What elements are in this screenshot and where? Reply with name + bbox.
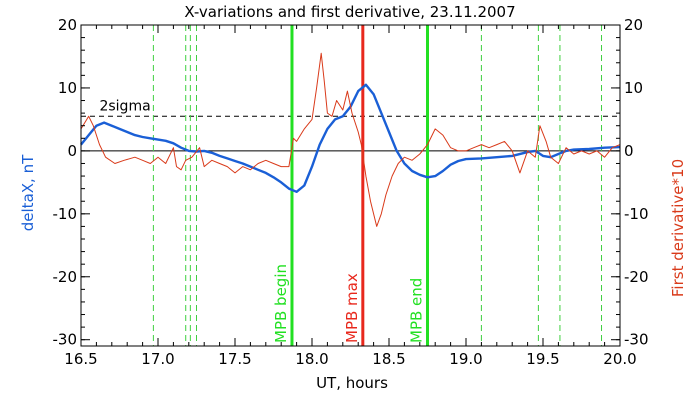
marker-label: MPB max: [343, 273, 361, 343]
x-tick-label: 18.5: [372, 350, 405, 368]
marker-label: MPB end: [408, 278, 426, 343]
x-tick-label: 20.0: [603, 350, 636, 368]
x-tick-label: 19.0: [449, 350, 482, 368]
y-tick-label-right: -30: [624, 331, 649, 349]
x-tick-label: 17.5: [218, 350, 251, 368]
x-tick-label: 17.0: [141, 350, 174, 368]
vertical-markers-layer: MPB begin MPB max MPB end: [152, 25, 603, 346]
y-axis-label-left: deltaX, nT: [19, 154, 37, 231]
x-axis-label: UT, hours: [316, 374, 388, 392]
marker-label: MPB begin: [272, 264, 290, 343]
plot-frame: [80, 24, 621, 347]
series-line-derivative: [80, 52, 621, 227]
y-tick-label-right: 0: [624, 142, 634, 160]
y-tick-label-right: -20: [624, 268, 649, 286]
y-axis-label-right: First derivative*10: [669, 159, 687, 297]
axes-layer: 16.5 17.0 17.5 18.0 18.5 19.0 19.5 20.0-30 -30-2…: [53, 16, 649, 368]
y-tick-label-right: -10: [624, 205, 649, 223]
y-tick-label-left: -20: [53, 268, 78, 286]
y-tick-label-left: -10: [53, 205, 78, 223]
series-layer: [80, 52, 621, 227]
sigma-label: 2sigma: [99, 98, 150, 114]
y-tick-label-left: 10: [58, 79, 77, 97]
x-tick-label: 19.5: [526, 350, 559, 368]
series-line-deltaX: [80, 83, 621, 194]
y-tick-label-left: 20: [58, 16, 77, 34]
x-tick-label: 18.0: [295, 350, 328, 368]
y-tick-label-right: 20: [624, 16, 643, 34]
y-tick-label-right: 10: [624, 79, 643, 97]
x-tick-label: 16.5: [64, 350, 97, 368]
y-tick-label-left: -30: [53, 331, 78, 349]
y-tick-label-left: 0: [67, 142, 77, 160]
chart-title: X-variations and first derivative, 23.11…: [184, 3, 515, 21]
